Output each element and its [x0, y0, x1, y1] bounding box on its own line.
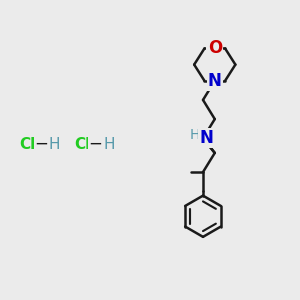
- Text: O: O: [208, 39, 222, 57]
- Text: −: −: [34, 135, 48, 153]
- Text: N: N: [208, 72, 222, 90]
- Text: H: H: [103, 136, 115, 152]
- Text: Cl: Cl: [20, 136, 36, 152]
- Text: −: −: [88, 135, 103, 153]
- Text: Cl: Cl: [74, 136, 90, 152]
- Text: N: N: [199, 129, 213, 147]
- Text: H: H: [49, 136, 60, 152]
- Text: H: H: [190, 128, 200, 142]
